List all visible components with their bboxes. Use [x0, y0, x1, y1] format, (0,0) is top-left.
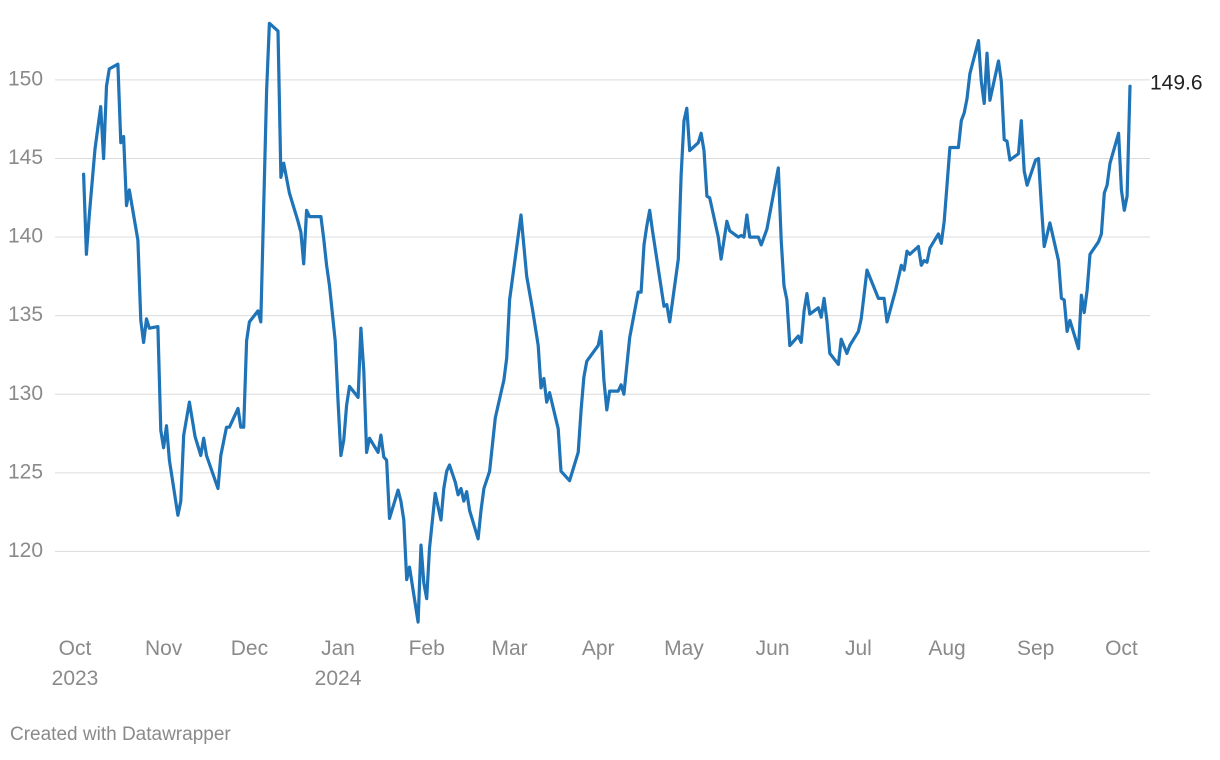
y-tick-label: 135	[8, 303, 43, 326]
y-tick-label: 130	[8, 382, 43, 405]
y-tick-label: 140	[8, 225, 43, 248]
x-tick-label: Oct 2023	[51, 637, 99, 690]
y-tick-label: 125	[8, 460, 43, 483]
x-tick-label: Apr	[581, 637, 615, 660]
x-tick-label: Jun	[755, 637, 790, 660]
x-tick-label: Nov	[144, 637, 183, 660]
y-tick-label: 145	[8, 146, 43, 169]
x-tick-label: May	[664, 637, 704, 660]
x-tick-label: Feb	[408, 637, 445, 660]
line	[82, 21, 1132, 624]
end-value-label: 149.6	[1150, 72, 1203, 95]
y-tick-label: 150	[8, 67, 43, 90]
x-tick-label: Sep	[1016, 637, 1055, 660]
x-tick-label: Jan 2024	[314, 637, 362, 690]
x-tick-label: Oct	[1105, 637, 1138, 660]
x-tick-label: Dec	[230, 637, 269, 660]
y-tick-label: 120	[8, 539, 43, 562]
x-tick-label: Jul	[844, 637, 872, 660]
credit: Created with Datawrapper	[10, 724, 231, 745]
x-tick-label: Aug	[928, 637, 966, 660]
x-tick-label: Mar	[491, 637, 528, 660]
